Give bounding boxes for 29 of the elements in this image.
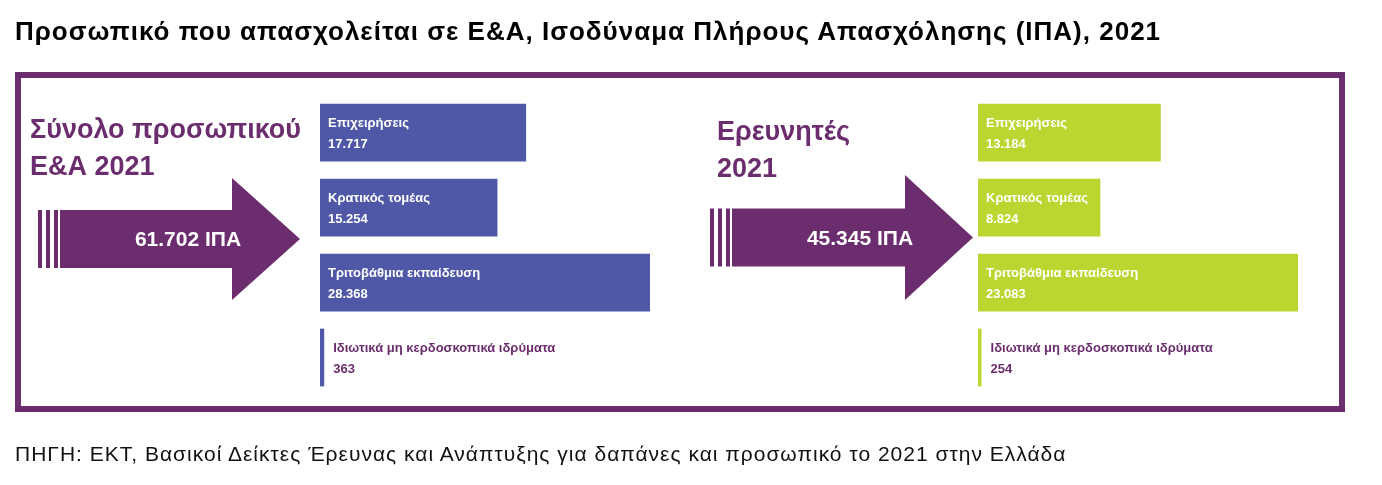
y-tick-label: Ιδιωτικά μη κερδοσκοπικά ιδρύματα: [333, 340, 556, 356]
bar: [978, 103, 1161, 162]
data-label: 254: [990, 361, 1013, 377]
text: Σύνολο προσωπικού Ε&Α 2021: [30, 113, 303, 183]
data-label: 363: [333, 361, 355, 377]
bar: [320, 103, 527, 162]
y-tick-label: Ιδιωτικά μη κερδοσκοπικά ιδρύματα: [990, 340, 1213, 356]
y-tick-label: Επιχειρήσεις: [328, 115, 410, 131]
data-label: 28.368: [328, 286, 368, 302]
data-label: 15.254: [328, 211, 369, 227]
bar: [978, 253, 1298, 312]
y-tick-label: Επιχειρήσεις: [986, 115, 1068, 131]
text: ΠΗΓΗ: ΕΚΤ, Βασικοί Δείκτες Έρευνας και Ανάπτυξης για δαπάνες και προσωπικό το 2021 στην Ελλάδα: [15, 441, 1067, 467]
text: Ερευνητές 2021: [717, 115, 852, 185]
chart-title: Προσωπικό που απασχολείται σε Ε&Α, Ισοδύναμα Πλήρους Απασχόλησης (ΙΠΑ), 2021: [15, 16, 1162, 46]
bar: [320, 253, 650, 312]
text: 61.702 ΙΠΑ: [133, 226, 243, 252]
data-label: 23.083: [986, 286, 1026, 302]
data-label: 8.824: [986, 211, 1020, 227]
data-label: 17.717: [328, 136, 368, 152]
y-tick-label: Τριτοβάθμια εκπαίδευση: [328, 265, 481, 281]
text: 45.345 ΙΠΑ: [805, 224, 915, 251]
y-tick-label: Κρατικός τομέας: [986, 190, 1089, 206]
data-label: 13.184: [986, 136, 1027, 152]
bar: [320, 178, 498, 237]
y-tick-label: Τριτοβάθμια εκπαίδευση: [986, 265, 1139, 281]
bar: [978, 328, 982, 387]
y-tick-label: Κρατικός τομέας: [328, 190, 431, 206]
bar: [320, 328, 325, 387]
